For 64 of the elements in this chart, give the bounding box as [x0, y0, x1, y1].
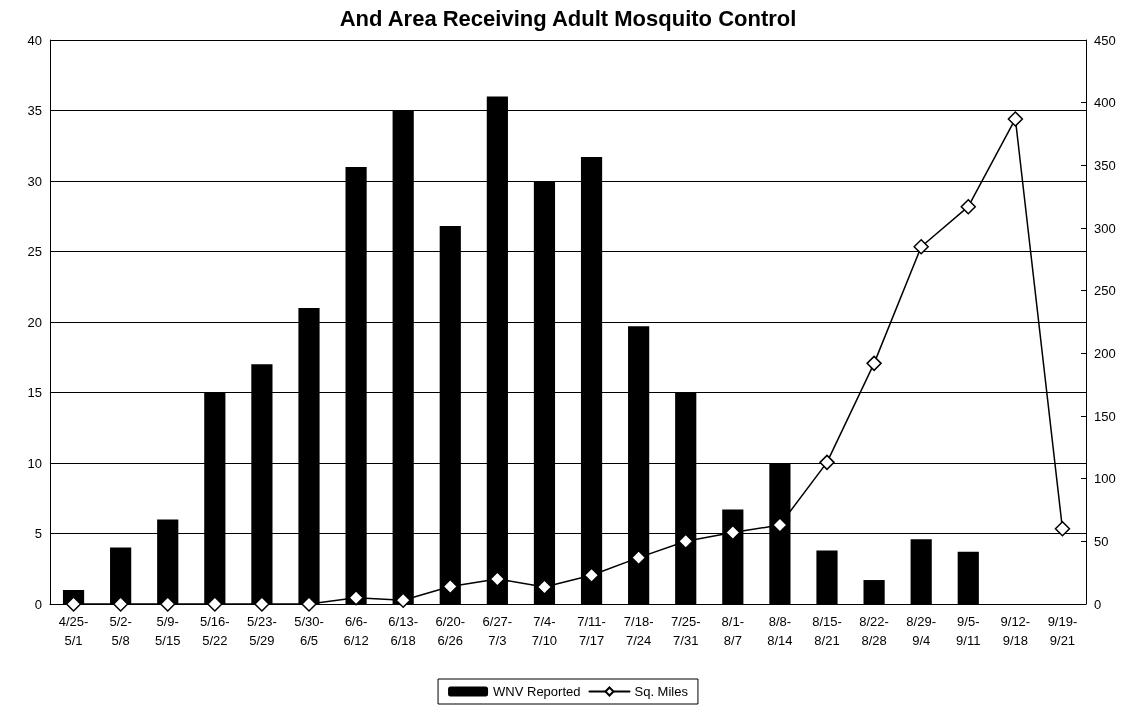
- y-tick-label: 0: [34, 596, 42, 612]
- x-tick-label: 5/9- 5/15: [155, 614, 181, 648]
- point: [866, 355, 882, 372]
- x-tick-label: 6/27- 7/3: [482, 614, 513, 648]
- y2-tick-label: 200: [1094, 345, 1116, 361]
- x-tick-label: 6/6- 6/12: [343, 614, 369, 648]
- x-tick-label: 9/5- 9/11: [956, 614, 981, 648]
- y-tick-label: 5: [34, 526, 42, 541]
- x-tick-label: 5/2- 5/8: [109, 614, 132, 648]
- y-tick-label: 15: [27, 385, 42, 400]
- y-tick-label: 20: [27, 314, 42, 330]
- point: [1054, 521, 1071, 537]
- x-tick-label: 8/15- 8/21: [812, 614, 842, 648]
- point: [913, 239, 929, 255]
- point: [960, 198, 977, 215]
- x-tick-label: 9/19- 9/21: [1047, 614, 1078, 648]
- point: [395, 592, 411, 608]
- point: [301, 596, 317, 612]
- point: [536, 579, 553, 595]
- y2-tick-label: 400: [1094, 95, 1116, 111]
- y-tick-label: 10: [27, 455, 42, 471]
- x-tick-label: 8/29- 9/4: [906, 614, 936, 648]
- point: [583, 567, 600, 583]
- y2-tick-label: 300: [1094, 220, 1116, 236]
- x-tick-label: 4/25- 5/1: [58, 614, 89, 648]
- x-tick-label: 7/18- 7/24: [623, 614, 654, 648]
- point: [1007, 111, 1024, 127]
- chart-title: And Area Receiving Adult Mosquito Control: [339, 5, 797, 31]
- point: [772, 517, 788, 533]
- x-tick-label: 9/12- 9/18: [1000, 614, 1031, 648]
- y2-tick-label: 250: [1094, 283, 1116, 299]
- y2-tick-label: 0: [1094, 596, 1102, 612]
- x-tick-label: 6/20- 6/26: [435, 614, 466, 648]
- point: [442, 578, 459, 595]
- point: [159, 596, 176, 612]
- y2-tick-label: 100: [1094, 471, 1116, 487]
- x-tick-label: 5/16- 5/22: [200, 614, 230, 648]
- x-tick-label: 8/8- 8/14: [767, 614, 793, 648]
- x-tick-label: 8/22- 8/28: [859, 614, 889, 648]
- legend-label: WNV Reported: [493, 684, 581, 699]
- x-tick-label: 5/23- 5/29: [247, 614, 277, 648]
- x-tick-label: 5/30- 6/5: [294, 614, 324, 648]
- y2-tick-label: 350: [1094, 157, 1116, 173]
- x-tick-label: 7/4- 7/10: [531, 614, 558, 648]
- x-tick-label: 7/11- 7/17: [577, 614, 606, 648]
- point: [112, 596, 129, 612]
- x-tick-label: 6/13- 6/18: [388, 614, 418, 648]
- y2-tick-label: 450: [1094, 32, 1116, 48]
- point: [65, 596, 82, 612]
- point: [254, 596, 270, 612]
- point: [725, 524, 741, 541]
- x-tick-label: 7/25- 7/31: [670, 614, 701, 648]
- y2-tick-label: 50: [1094, 533, 1109, 549]
- y-tick-label: 35: [27, 103, 42, 118]
- point: [207, 596, 223, 612]
- y-tick-label: 40: [27, 32, 42, 48]
- y-tick-label: 25: [27, 244, 42, 259]
- y-tick-label: 30: [27, 173, 42, 189]
- point: [489, 571, 506, 587]
- point: [677, 533, 694, 550]
- y2-tick-label: 150: [1094, 408, 1116, 424]
- x-tick-label: 8/1- 8/7: [721, 614, 745, 648]
- point: [819, 454, 835, 471]
- legend-label: Sq. Miles: [634, 684, 689, 699]
